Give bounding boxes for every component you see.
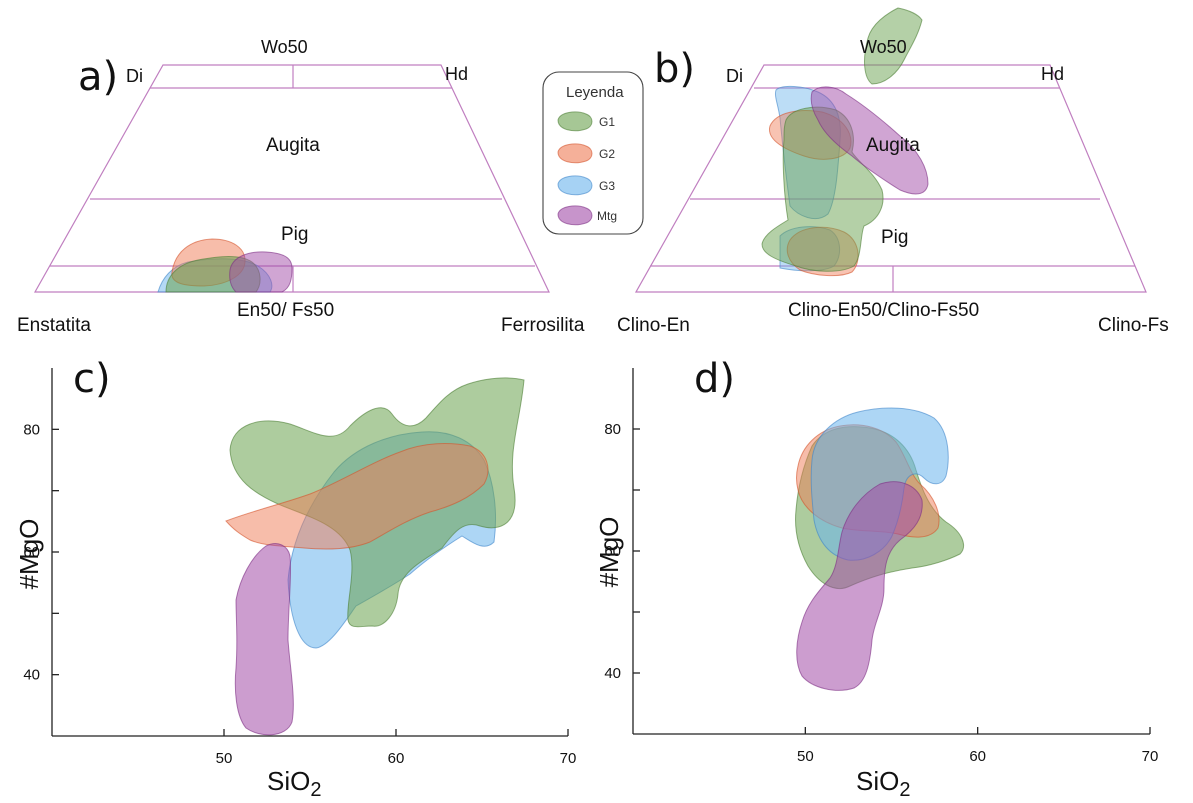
legend-item-g3: G3 [557,175,615,196]
panel-a-enstatita-label: Enstatita [17,315,91,336]
panel-b-clino-en-label: Clino-En [617,315,690,336]
panel-a-augita-label: Augita [266,135,320,156]
panel-a-wo-label: Wo50 [261,37,308,57]
panel-a-ferrosilita-label: Ferrosilita [501,315,585,336]
panel-b-trapezoid [634,64,1147,293]
legend-label-g3: G3 [599,179,615,193]
panel-b-letter: b) [654,46,695,92]
panel-a-center-label: En50/ Fs50 [237,300,334,321]
panel-a-hd-label: Hd [445,64,468,84]
panel-c-x-ticks: 50 60 70 [216,729,577,767]
panel-b-wo-label: Wo50 [860,37,907,57]
panel-b-mtg-region [810,86,929,195]
panel-a-ternary: a) Di Hd Wo50 Augita Pig Enstatita En50/… [17,37,585,336]
panel-a-di-label: Di [126,66,143,86]
panel-d-y-tick-label: 40 [604,665,621,682]
panel-d-x-tick-label: 60 [969,748,986,765]
panel-a-mtg-region [229,251,293,293]
legend-label-g1: G1 [599,115,615,129]
panel-d-xlabel: SiO2 [856,766,910,801]
panel-b-hd-label: Hd [1041,64,1064,84]
panel-a-trapezoid [33,64,550,293]
panel-b-di-label: Di [726,66,743,86]
panel-d-mtg-area [796,481,923,691]
panel-b-pig-label: Pig [881,227,908,248]
legend-title: Leyenda [566,84,624,101]
panel-c-letter: c) [73,356,111,402]
panel-b-ternary: b) Di Hd Wo50 Augita Pig Clino-En Clino-… [617,7,1169,336]
panel-a-pig-label: Pig [281,224,308,245]
panel-d-xlabel-sub: 2 [899,779,910,801]
panel-c-x-tick-label: 50 [216,750,233,767]
panel-b-g1-upper-region [864,7,923,85]
panel-c-y-tick-label: 60 [23,544,40,561]
panel-c-y-tick-label: 80 [23,421,40,438]
legend: Leyenda G1 G2 G3 Mtg [542,71,644,235]
panel-b-center-label: Clino-En50/Clino-Fs50 [788,300,979,321]
panel-c-xlabel-main: SiO [267,766,310,796]
legend-swatch-g2 [557,143,593,164]
panel-d-x-ticks: 50 60 70 [797,727,1158,765]
panel-c-mtg-area [234,543,294,736]
panel-c-y-ticks: 40 60 80 [23,421,59,684]
panel-c-ylabel: #MgO [14,519,44,590]
panel-d-letter: d) [694,356,735,402]
legend-item-g2: G2 [557,143,615,164]
panel-c-plot: 50 60 70 40 60 80 c) SiO2 #MgO [14,356,576,801]
panel-d-y-ticks: 40 60 80 [604,421,640,682]
panel-d-y-tick-label: 60 [604,543,621,560]
panel-d-ylabel: #MgO [594,517,624,588]
legend-swatch-g3 [557,175,593,196]
panel-c-x-tick-label: 70 [560,750,577,767]
panel-a-letter: a) [78,54,118,100]
legend-label-g2: G2 [599,147,615,161]
panel-d-y-tick-label: 80 [604,421,621,438]
legend-swatch-g1 [557,111,593,132]
panel-c-y-tick-label: 40 [23,667,40,684]
panel-b-augita-label: Augita [866,135,920,156]
panel-d-plot: 50 60 70 40 60 80 d) SiO2 #MgO [594,356,1158,801]
panel-d-xlabel-main: SiO [856,766,899,796]
panel-c-xlabel: SiO2 [267,766,321,801]
legend-swatch-mtg [557,205,593,226]
panel-d-x-tick-label: 50 [797,748,814,765]
panel-c-x-tick-label: 60 [388,750,405,767]
panel-d-x-tick-label: 70 [1142,748,1159,765]
legend-label-mtg: Mtg [597,209,617,223]
legend-item-g1: G1 [557,111,615,132]
legend-item-mtg: Mtg [557,205,617,226]
panel-c-xlabel-sub: 2 [310,779,321,801]
panel-b-clino-fs-label: Clino-Fs [1098,315,1169,336]
